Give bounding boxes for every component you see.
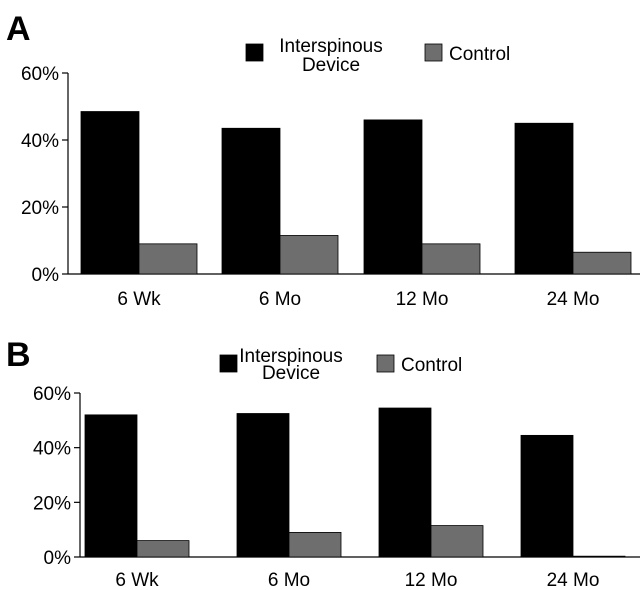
- bar-control: [430, 525, 484, 558]
- y-tick-label: 60%: [33, 384, 71, 405]
- bar-interspinous-device: [221, 127, 281, 275]
- legend-label: Device: [262, 363, 320, 384]
- bar-control: [572, 251, 632, 275]
- legend-label: Control: [401, 355, 462, 376]
- bar-interspinous-device: [363, 119, 423, 275]
- x-category-label: 12 Mo: [405, 570, 458, 590]
- legend-swatch-control: [376, 354, 395, 373]
- bar-control: [279, 235, 339, 275]
- y-tick-label: 20%: [33, 493, 71, 514]
- bar-interspinous-device: [520, 434, 574, 558]
- x-category-label: 24 Mo: [547, 570, 600, 590]
- y-tick-label: 0%: [32, 265, 60, 286]
- bar-interspinous-device: [514, 122, 574, 275]
- legend-swatch-control: [424, 43, 443, 62]
- panel-letter: B: [6, 336, 31, 374]
- legend-label: Interspinous: [279, 36, 383, 57]
- legend-label: Device: [302, 55, 360, 76]
- bar-control: [138, 243, 198, 275]
- x-category-label: 12 Mo: [396, 289, 449, 310]
- y-tick-label: 60%: [21, 64, 59, 85]
- bar-control: [136, 540, 190, 558]
- bar-interspinous-device: [80, 111, 140, 275]
- y-tick-label: 20%: [21, 198, 59, 219]
- bar-control: [421, 243, 481, 275]
- legend-swatch-interspinous-device: [219, 354, 238, 373]
- x-category-label: 6 Wk: [115, 570, 159, 590]
- bar-interspinous-device: [236, 413, 290, 558]
- bar-interspinous-device: [84, 414, 138, 558]
- legend-swatch-interspinous-device: [245, 43, 264, 62]
- legend-label: Interspinous: [239, 346, 343, 367]
- x-category-label: 6 Mo: [268, 570, 310, 590]
- x-category-label: 6 Wk: [117, 289, 161, 310]
- y-tick-label: 40%: [21, 131, 59, 152]
- y-tick-label: 0%: [44, 548, 72, 569]
- x-category-label: 24 Mo: [547, 289, 600, 310]
- legend-label: Control: [449, 44, 510, 65]
- bar-control: [572, 555, 626, 558]
- y-tick-label: 40%: [33, 439, 71, 460]
- bar-interspinous-device: [378, 407, 432, 558]
- x-category-label: 6 Mo: [259, 289, 301, 310]
- bar-control: [288, 532, 342, 558]
- panel-letter: A: [6, 10, 31, 48]
